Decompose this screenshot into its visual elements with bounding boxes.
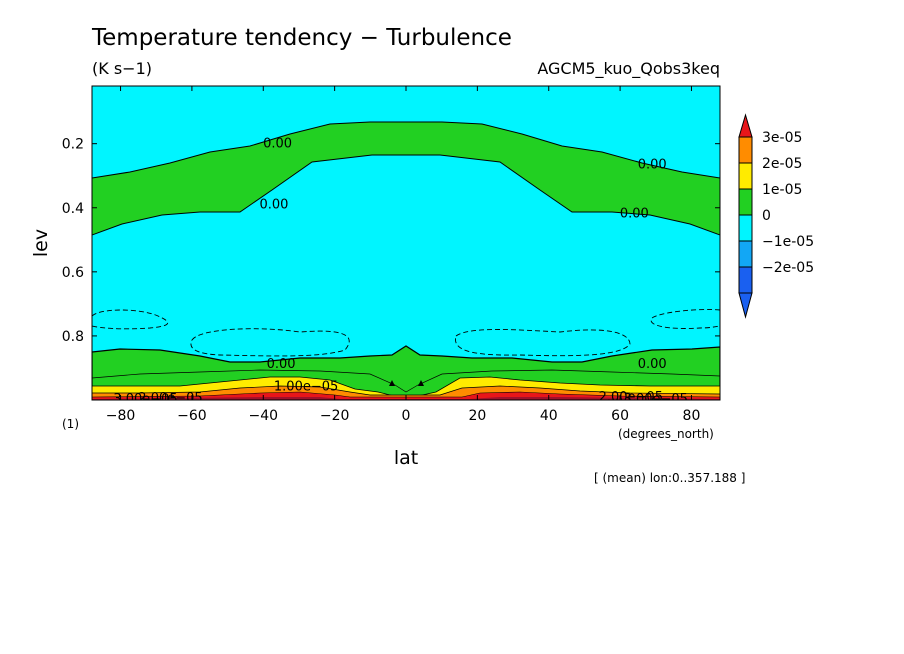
colorbar-label: 1e-05 <box>762 182 802 198</box>
contour-label: 2.00e−05 <box>138 391 202 406</box>
x-tick-label: 40 <box>540 408 558 424</box>
negative-contour-dashed <box>455 329 631 357</box>
contour-label: 0.00 <box>267 357 296 372</box>
colorbar-segment <box>738 136 753 164</box>
contour-label: 0.00 <box>638 158 667 173</box>
x-tick-label: 80 <box>683 408 701 424</box>
contour-label: 0.00 <box>263 137 292 152</box>
x-tick-label: −60 <box>177 408 207 424</box>
colorbar-legend: 3e-05 2e-05 1e-05 0 −1e-05 −2e-05 <box>738 113 814 319</box>
colorbar-label: 3e-05 <box>762 130 802 146</box>
colorbar-segment <box>738 188 753 216</box>
y-axis-units: (1) <box>62 417 79 431</box>
fill-dark-red-layer <box>92 397 720 400</box>
contour-label: 3.00e−05 <box>624 392 688 407</box>
chart-units: (K s−1) <box>92 59 152 78</box>
x-axis-units: (degrees_north) <box>618 427 714 441</box>
fill-upper-positive-band <box>92 121 720 236</box>
contour-line-positive-small <box>92 369 720 393</box>
y-tick-label: 0.8 <box>62 329 84 345</box>
chart-title: Temperature tendency − Turbulence <box>91 25 512 51</box>
x-axis: −80 −60 −40 −20 0 20 40 60 80 <box>106 86 701 424</box>
x-tick-label: 60 <box>611 408 629 424</box>
y-tick-label: 0.4 <box>62 201 84 217</box>
dataset-name: AGCM5_kuo_Qobs3keq <box>537 59 720 79</box>
colorbar-segment <box>738 162 753 190</box>
contour-label: 0.00 <box>620 207 649 222</box>
colorbar-segment <box>738 214 753 242</box>
colorbar-label: 0 <box>762 208 771 224</box>
marker-triangle <box>389 380 395 386</box>
colorbar-segment <box>738 266 753 294</box>
contour-labels: 0.00 0.00 0.00 0.00 0.00 0.00 1.00e−05 2.00e−05… <box>113 137 688 407</box>
x-tick-label: −40 <box>248 408 278 424</box>
x-tick-label: 20 <box>468 408 486 424</box>
contour-label: 0.00 <box>260 198 289 213</box>
marker-triangle <box>418 380 424 386</box>
x-tick-label: −20 <box>320 408 350 424</box>
colorbar-top-arrow <box>738 113 753 138</box>
colorbar-label: 2e-05 <box>762 156 802 172</box>
contour-label: 2.00e−05 <box>599 390 663 405</box>
y-tick-label: 0.2 <box>62 137 84 153</box>
negative-contour-dashed <box>190 328 350 357</box>
x-tick-label: −80 <box>106 408 136 424</box>
y-axis: 0.2 0.4 0.6 0.8 <box>62 137 720 345</box>
x-axis-label: lat <box>394 447 418 469</box>
x-tick-label: 0 <box>402 408 411 424</box>
y-tick-label: 0.6 <box>62 265 84 281</box>
colorbar-label: −2e-05 <box>762 260 814 276</box>
contour-label: 1.00e−05 <box>274 380 338 395</box>
contour-label: 3.00e−05 <box>113 392 177 407</box>
contour-fills: 0.00 0.00 0.00 0.00 0.00 0.00 1.00e−05 2.00e−05… <box>92 86 720 407</box>
negative-contour-dashed <box>92 309 168 330</box>
colorbar-label: −1e-05 <box>762 234 814 250</box>
colorbar-segment <box>738 240 753 268</box>
colorbar-bottom-arrow <box>738 292 753 319</box>
negative-contour-dashed <box>650 309 720 329</box>
y-axis-label: lev <box>30 229 52 257</box>
footnote: [ (mean) lon:0..357.188 ] <box>594 471 745 485</box>
contour-label: 0.00 <box>638 357 667 372</box>
